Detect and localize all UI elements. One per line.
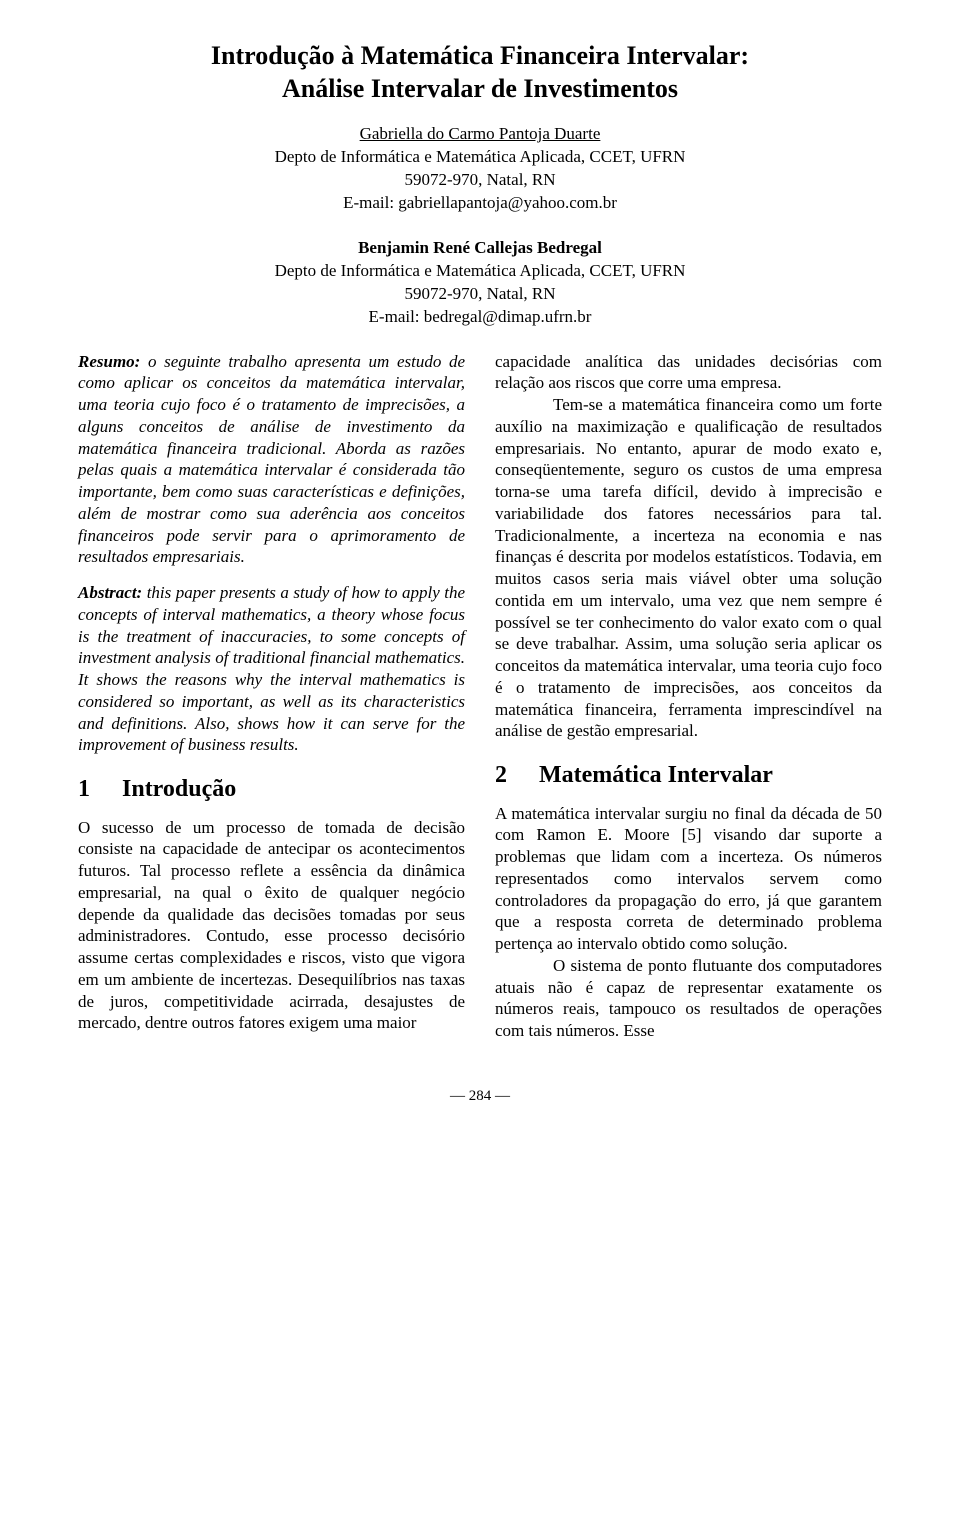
author-email-1: E-mail: gabriellapantoja@yahoo.com.br [343,193,617,212]
section-2-p2-body: O sistema de ponto flutuante dos computa… [495,956,882,1040]
resumo-label: Resumo: [78,352,140,371]
author-email-2: E-mail: bedregal@dimap.ufrn.br [369,307,592,326]
author-dept-2: Depto de Informática e Matemática Aplica… [275,261,686,280]
section-2-paragraph-1: A matemática intervalar surgiu no final … [495,803,882,1042]
author-addr-2: 59072-970, Natal, RN [404,284,555,303]
page-number: — 284 — [78,1088,882,1105]
author-block-1: Gabriella do Carmo Pantoja Duarte Depto … [78,123,882,215]
author-dept-1: Depto de Informática e Matemática Aplica… [275,147,686,166]
author-name-1: Gabriella do Carmo Pantoja Duarte [360,124,601,143]
col2-cont-line: capacidade analítica das unidades decisó… [495,352,882,393]
section-2-title: Matemática Intervalar [539,762,773,788]
section-1-number: 1 [78,774,122,805]
author-block-2: Benjamin René Callejas Bedregal Depto de… [78,237,882,329]
abstract-body: this paper presents a study of how to ap… [78,583,465,754]
section-1-paragraph: O sucesso de um processo de tomada de de… [78,817,465,1035]
title-line-2: Análise Intervalar de Investimentos [282,74,678,103]
resumo-paragraph: Resumo: o seguinte trabalho apresenta um… [78,351,465,569]
section-2-heading: 2Matemática Intervalar [495,760,882,791]
page: Introdução à Matemática Financeira Inter… [0,0,960,1135]
col2-body: Tem-se a matemática financeira como um f… [495,395,882,740]
right-column: capacidade analítica das unidades decisó… [495,351,882,1056]
title-line-1: Introdução à Matemática Financeira Inter… [211,41,749,70]
col2-continuation: capacidade analítica das unidades decisó… [495,351,882,743]
section-2-number: 2 [495,760,539,791]
author-addr-1: 59072-970, Natal, RN [404,170,555,189]
author-name-2: Benjamin René Callejas Bedregal [358,238,602,257]
abstract-label: Abstract: [78,583,142,602]
paper-title: Introdução à Matemática Financeira Inter… [78,40,882,105]
left-column: Resumo: o seguinte trabalho apresenta um… [78,351,465,1056]
resumo-body: o seguinte trabalho apresenta um estudo … [78,352,465,567]
section-2-p1-body: A matemática intervalar surgiu no final … [495,804,882,954]
section-1-title: Introdução [122,776,236,802]
abstract-paragraph: Abstract: this paper presents a study of… [78,582,465,756]
section-1-heading: 1Introdução [78,774,465,805]
two-column-body: Resumo: o seguinte trabalho apresenta um… [78,351,882,1056]
